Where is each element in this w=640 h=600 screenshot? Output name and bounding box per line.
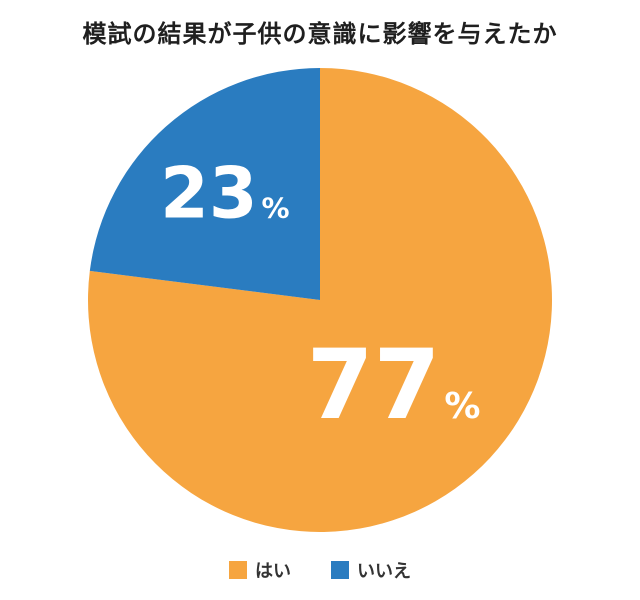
slice-label-no: 23% bbox=[160, 152, 289, 234]
legend-item-no: いいえ bbox=[331, 557, 411, 583]
chart-title: 模試の結果が子供の意識に影響を与えたか bbox=[82, 20, 558, 48]
slice-label-yes: 77% bbox=[307, 329, 481, 441]
legend-swatch-yes bbox=[229, 561, 247, 579]
legend: はい いいえ bbox=[0, 557, 640, 583]
slice-unit-yes: % bbox=[444, 386, 480, 427]
legend-item-yes: はい bbox=[229, 557, 291, 583]
legend-label-yes: はい bbox=[255, 561, 291, 582]
legend-swatch-no bbox=[331, 561, 349, 579]
legend-label-no: いいえ bbox=[357, 561, 411, 582]
pie-slice-no bbox=[89, 68, 320, 300]
pie-slice-yes bbox=[87, 68, 553, 532]
slice-unit-no: % bbox=[262, 191, 290, 224]
